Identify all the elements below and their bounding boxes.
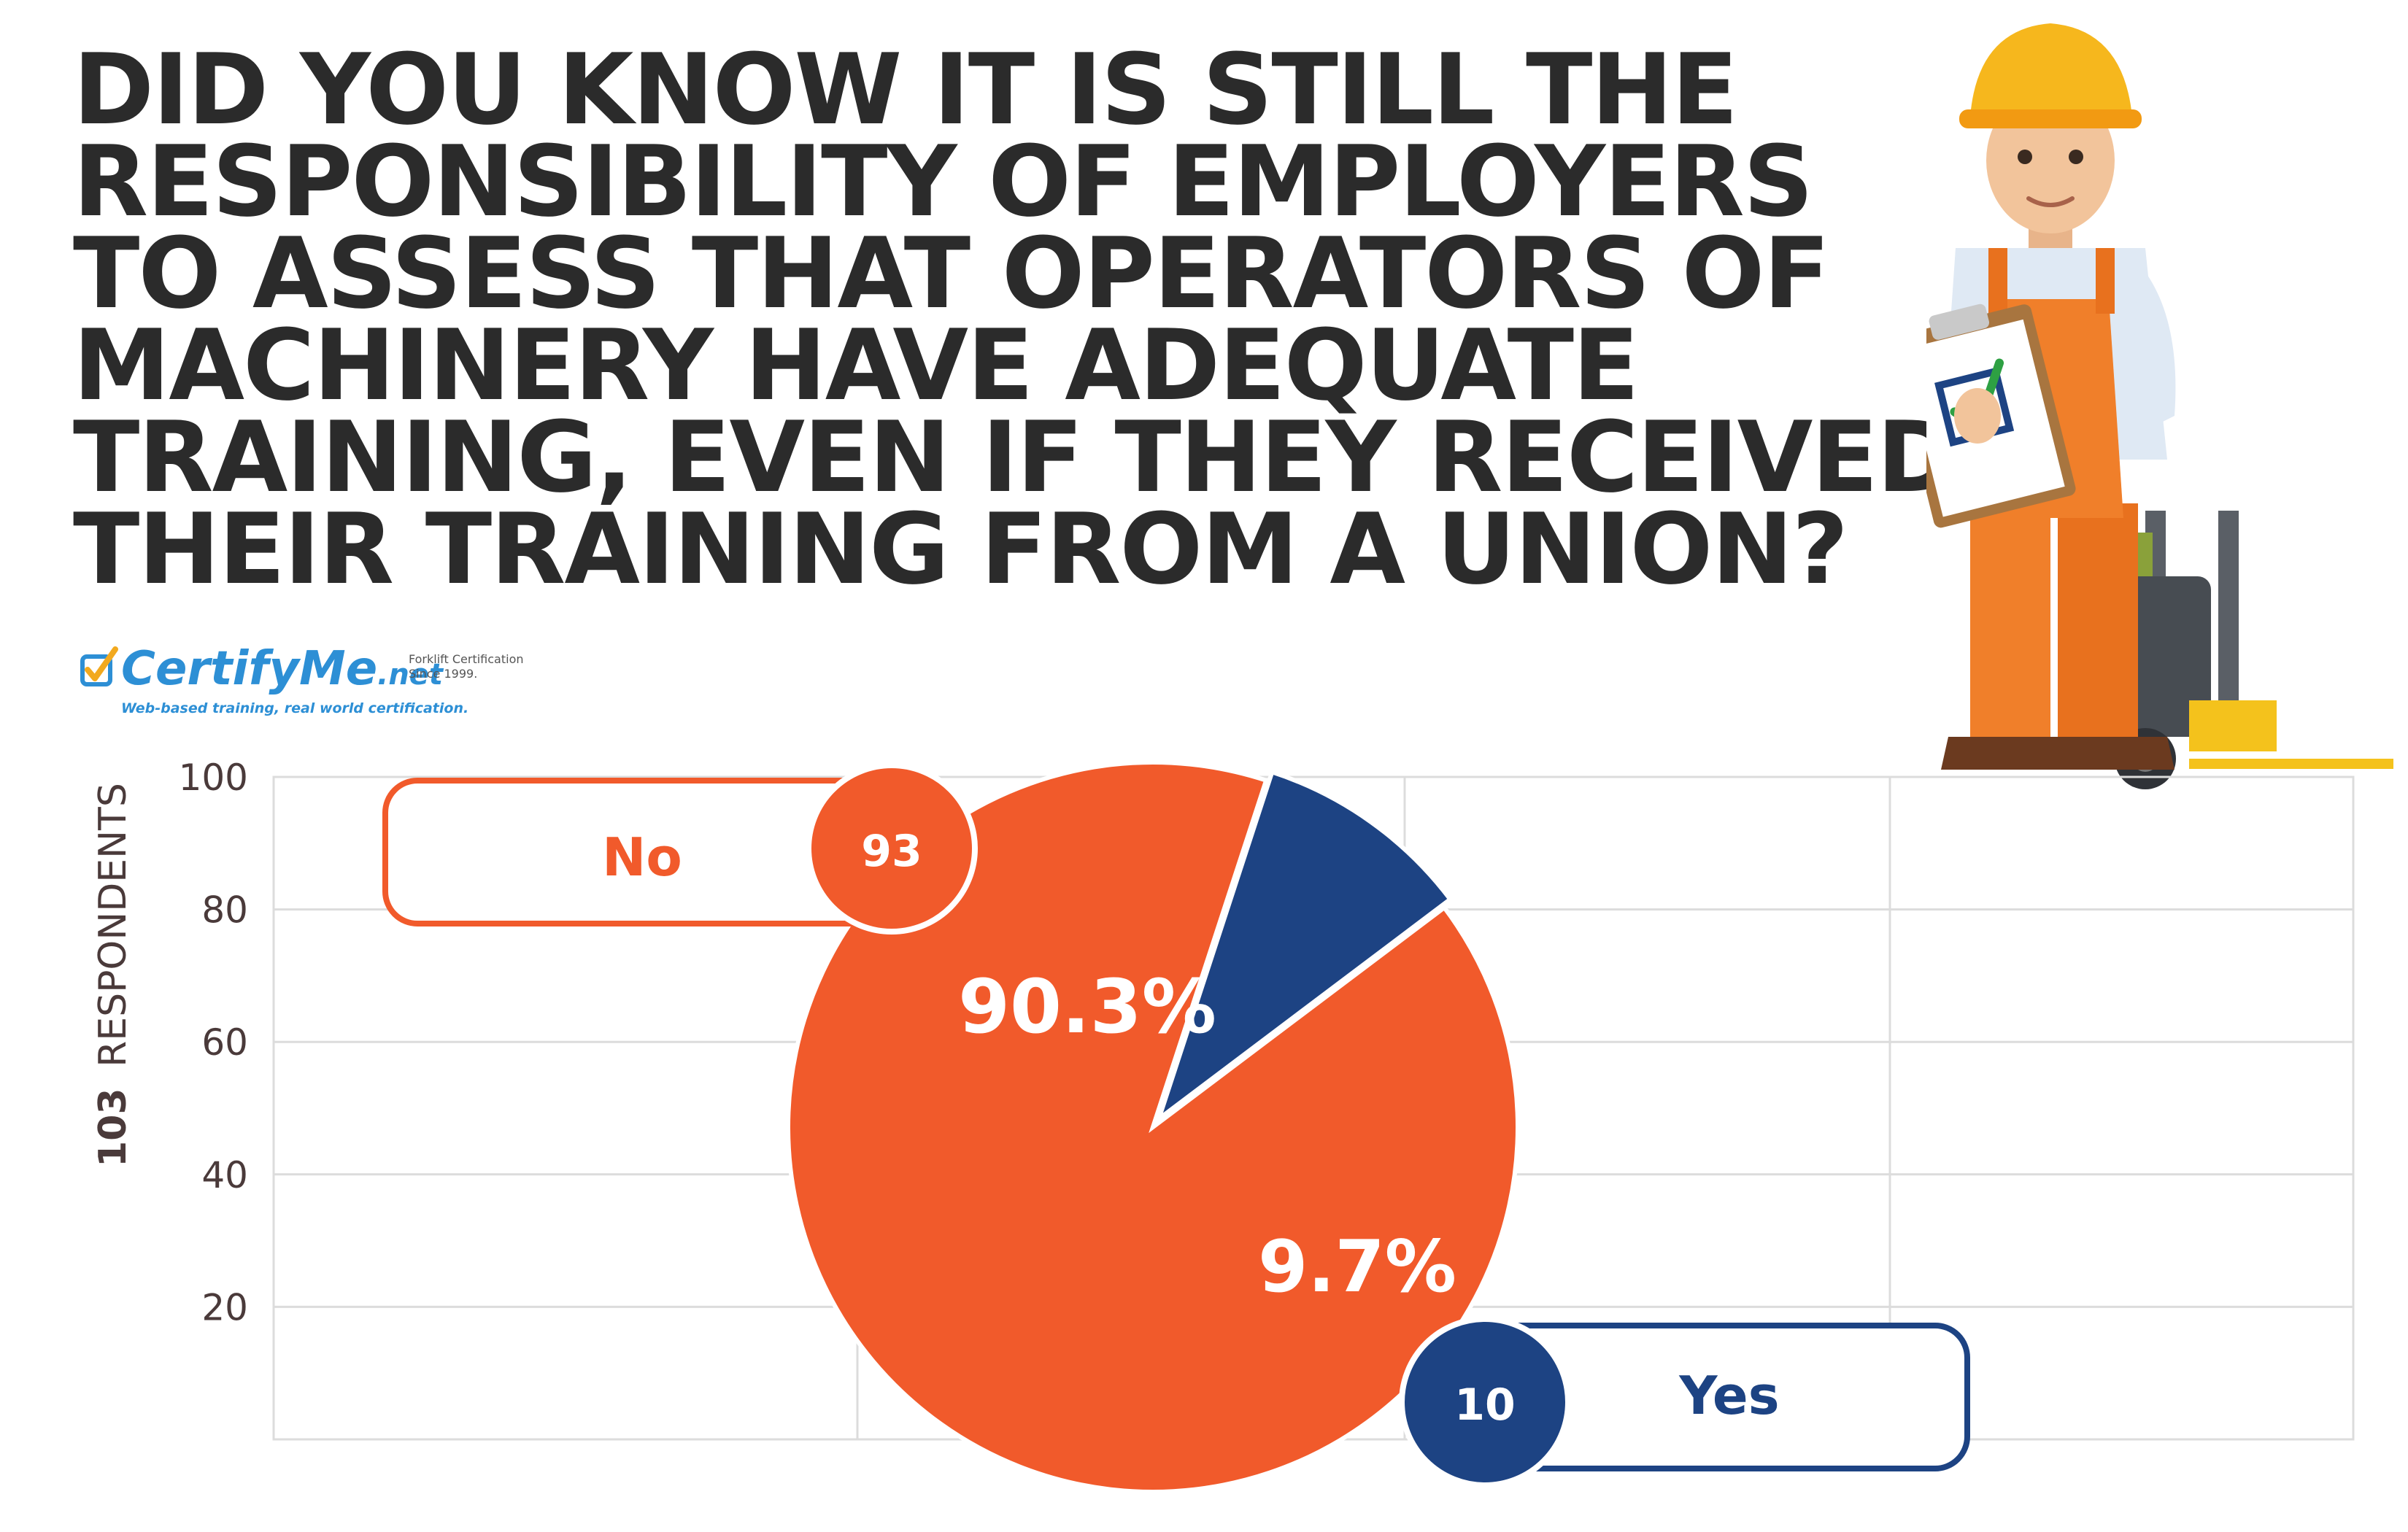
headline-line: RESPONSIBILITY OF EMPLOYERS — [73, 125, 1813, 239]
headline-line: MACHINERY HAVE ADEQUATE — [73, 309, 1640, 422]
headline-line: TRAINING, EVEN IF THEY RECEIVED — [73, 401, 1958, 514]
callout-yes-count: 10 — [1454, 1380, 1516, 1431]
y-tick-label: 80 — [201, 889, 248, 932]
logo-side-text: Forklift Certification Since 1999. — [409, 652, 524, 681]
headline-line: TO ASSESS THAT OPERATORS OF — [73, 217, 1830, 330]
certifyme-logo: CertifyMe.net Web-based training, real w… — [80, 642, 547, 730]
y-axis-ticks: 20 40 60 80 100 — [179, 757, 248, 1328]
y-tick-label: 60 — [201, 1021, 248, 1064]
headline-line: DID YOU KNOW IT IS STILL THE — [73, 33, 1738, 147]
logo-side-line: Since 1999. — [409, 667, 478, 681]
respondents-label: 103 RESPONDENTS — [91, 783, 135, 1167]
pie-percent-label-yes: 9.7% — [1258, 1226, 1456, 1309]
logo-brand: CertifyMe.net — [121, 642, 443, 696]
callout-no: No 93 — [382, 762, 978, 935]
respondents-count: 103 — [91, 1088, 135, 1167]
callout-no-count-circle — [806, 762, 978, 935]
svg-text:103 RESPONDENTS: 103 RESPONDENTS — [91, 783, 135, 1167]
headline: DID YOU KNOW IT IS STILL THE RESPONSIBIL… — [73, 33, 1985, 606]
pie-percent-label-no: 90.3% — [958, 964, 1216, 1051]
callout-yes-count-circle — [1399, 1316, 1571, 1488]
callout-yes-label: Yes — [1678, 1365, 1779, 1426]
callout-yes: Yes 10 — [1399, 1316, 1970, 1488]
y-tick-label: 20 — [201, 1286, 248, 1328]
y-tick-label: 100 — [179, 757, 248, 799]
logo-brand-suffix: .net — [377, 658, 444, 692]
headline-line: THEIR TRAINING FROM A UNION? — [73, 492, 1848, 606]
callout-no-count: 93 — [861, 826, 922, 877]
pie-slice-yes — [1154, 769, 1454, 1125]
callout-no-label: No — [602, 827, 682, 888]
logo-brand-text: CertifyMe — [121, 642, 378, 696]
y-tick-label: 40 — [201, 1154, 248, 1196]
pie-percent-labels: 90.3% 9.7% — [958, 964, 1456, 1309]
respondents-text: RESPONDENTS — [91, 783, 135, 1067]
logo-side-line: Forklift Certification — [409, 652, 524, 666]
checkbox-logo-icon — [80, 646, 118, 686]
logo-tagline: Web-based training, real world certifica… — [121, 700, 469, 716]
worker-illustration-icon — [1926, 23, 2393, 789]
